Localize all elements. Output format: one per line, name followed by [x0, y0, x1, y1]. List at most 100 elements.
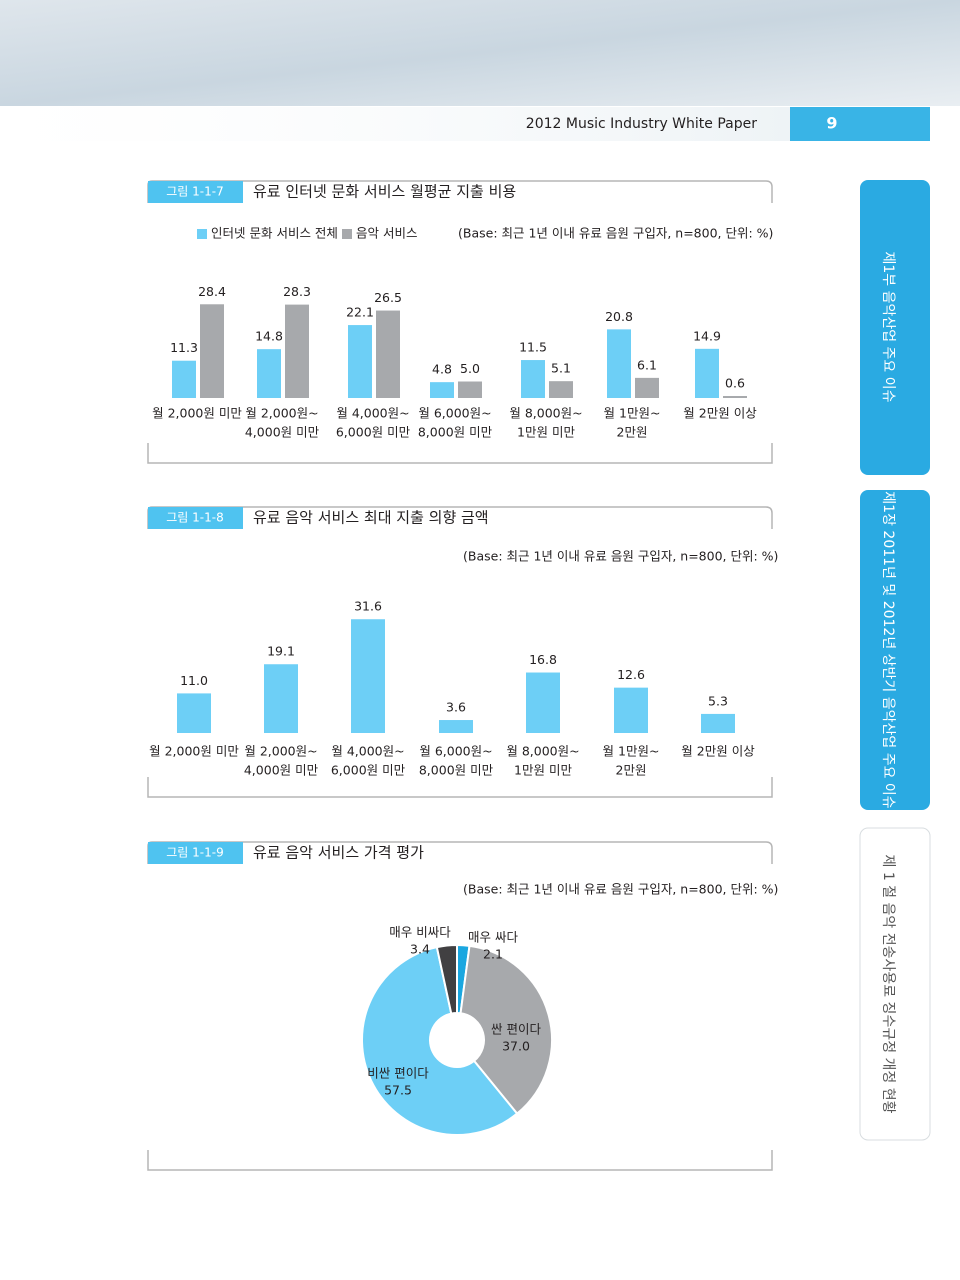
category-label: 월 6,000원~: [419, 744, 492, 759]
value-label: 37.0: [502, 1039, 530, 1054]
note: (Base: 최근 1년 이내 유료 음원 구입자, n=800, 단위: %): [463, 882, 778, 897]
value-label: 11.5: [519, 340, 547, 355]
note: (Base: 최근 1년 이내 유료 음원 구입자, n=800, 단위: %): [463, 549, 778, 564]
category-label: 월 2만원 이상: [683, 406, 757, 421]
bar: [172, 360, 196, 398]
category-label: 6,000원 미만: [336, 425, 411, 440]
category-label: 월 2,000원~: [244, 744, 317, 759]
figure-label: 그림 1-1-9: [166, 846, 223, 860]
value-label: 28.4: [198, 284, 226, 299]
header-image: [0, 0, 960, 106]
value-label: 19.1: [267, 644, 295, 659]
pie-slice: [361, 945, 519, 1136]
category-label: 월 2,000원 미만: [149, 744, 239, 759]
category-label: 월 8,000원~: [509, 406, 582, 421]
value-label: 14.9: [693, 328, 721, 343]
bar: [430, 382, 454, 398]
value-label: 5.3: [708, 693, 728, 708]
side-tab: [859, 827, 931, 1141]
value-label: 6.1: [637, 357, 657, 372]
figure-label: 그림 1-1-8: [166, 511, 223, 525]
page-number-box: [790, 107, 930, 141]
header-title: 2012 Music Industry White Paper: [526, 116, 757, 132]
page-number: 9: [826, 114, 837, 133]
bar: [177, 693, 211, 733]
side-tab-label: 제1장 2011년 및 2012년 상반기 음악산업 주요 이슈: [880, 491, 896, 809]
value-label: 5.0: [460, 361, 480, 376]
category-label: 월 4,000원~: [331, 744, 404, 759]
category-label: 월 2,000원 미만: [152, 406, 242, 421]
value-label: 5.1: [551, 361, 571, 376]
value-label: 11.0: [180, 673, 208, 688]
legend-swatch: [342, 229, 352, 239]
category-label: 월 6,000원~: [418, 406, 491, 421]
bar: [614, 687, 648, 733]
frame-bottom: [147, 443, 773, 464]
bar: [351, 619, 385, 733]
value-label: 2.1: [483, 947, 503, 962]
category-label: 월 1만원~: [604, 406, 661, 421]
value-label: 31.6: [354, 599, 382, 614]
category-label: 월 2,000원~: [245, 406, 318, 421]
bar: [635, 377, 659, 398]
value-label: 57.5: [384, 1083, 412, 1098]
side-tab: [860, 490, 930, 810]
value-label: 16.8: [529, 652, 557, 667]
figure-label-box: [148, 181, 243, 203]
bar: [526, 672, 560, 733]
bar: [439, 720, 473, 733]
figure-title: 유료 음악 서비스 최대 지출 의향 금액: [253, 509, 489, 527]
category-label: 2만원: [616, 763, 647, 778]
category-label: 8,000원 미만: [418, 425, 493, 440]
figure-title: 유료 인터넷 문화 서비스 월평균 지출 비용: [253, 183, 516, 201]
bar: [695, 348, 719, 398]
bar: [348, 325, 372, 398]
pie-slice: [435, 943, 458, 1015]
legend-label: 음악 서비스: [356, 226, 417, 241]
value-label: 12.6: [617, 667, 645, 682]
figure-label-box: [148, 507, 243, 529]
value-label: 14.8: [255, 329, 283, 344]
value-label: 26.5: [374, 290, 402, 305]
category-label: 월 1만원~: [603, 744, 660, 759]
legend-swatch: [197, 229, 207, 239]
category-label: 1만원 미만: [514, 763, 572, 778]
category-label: 월 2만원 이상: [681, 744, 755, 759]
slice-label: 싼 편이다: [491, 1022, 541, 1037]
note: (Base: 최근 1년 이내 유료 음원 구입자, n=800, 단위: %): [458, 226, 773, 241]
value-label: 11.3: [170, 340, 198, 355]
slice-label: 매우 싸다: [468, 930, 518, 945]
category-label: 2만원: [617, 425, 648, 440]
side-tab: [860, 180, 930, 475]
category-label: 4,000원 미만: [244, 763, 319, 778]
bar: [376, 310, 400, 398]
bar: [264, 664, 298, 733]
category-label: 6,000원 미만: [331, 763, 406, 778]
category-label: 8,000원 미만: [419, 763, 494, 778]
bar: [701, 713, 735, 733]
category-label: 월 4,000원~: [336, 406, 409, 421]
value-label: 4.8: [432, 362, 452, 377]
side-tab-label: 제1부 음악산업 주요 이슈: [880, 251, 896, 402]
bar: [521, 360, 545, 398]
figure-title: 유료 음악 서비스 가격 평가: [253, 844, 424, 862]
value-label: 3.6: [446, 700, 466, 715]
category-label: 월 8,000원~: [506, 744, 579, 759]
slice-label: 비싼 편이다: [367, 1066, 429, 1081]
header-band: [0, 107, 790, 141]
category-label: 4,000원 미만: [245, 425, 320, 440]
bar: [285, 304, 309, 398]
legend-label: 인터넷 문화 서비스 전체: [211, 226, 338, 241]
value-label: 0.6: [725, 376, 745, 391]
frame-bottom: [147, 777, 773, 798]
category-label: 1만원 미만: [517, 425, 575, 440]
bar: [257, 349, 281, 398]
value-label: 20.8: [605, 309, 633, 324]
bar: [723, 396, 747, 398]
value-label: 22.1: [346, 305, 374, 320]
slice-label: 매우 비싸다: [389, 925, 451, 940]
value-label: 28.3: [283, 284, 311, 299]
figure-label-box: [148, 842, 243, 864]
